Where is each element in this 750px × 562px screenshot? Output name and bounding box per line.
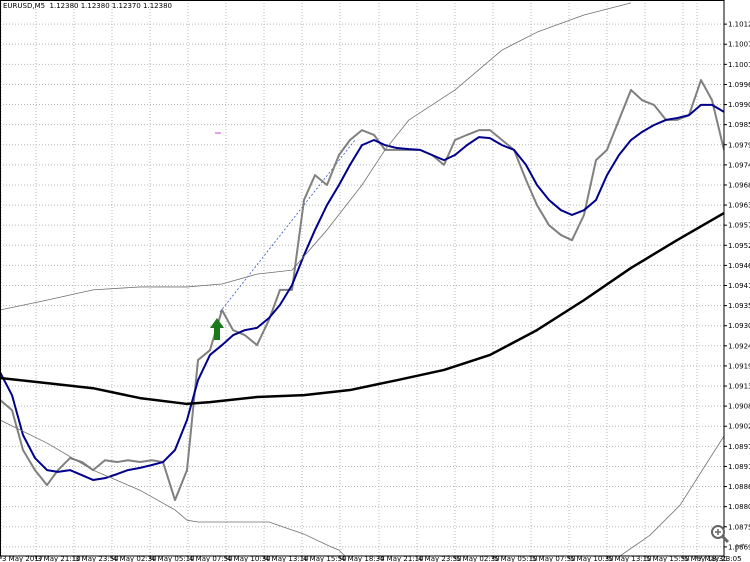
x-tick-label: 5 May 10:30 [570, 555, 614, 562]
x-tick-label: 5 May 05:10 [494, 555, 538, 562]
plot-border [0, 0, 725, 557]
y-tick-label: 1.08695 [728, 543, 750, 551]
y-tick-label: 1.08805 [728, 503, 750, 511]
x-tick-label: 3 May 2017 [2, 555, 43, 562]
zoom-icon [711, 525, 745, 552]
x-tick-label: 5 May 15:50 [646, 555, 690, 562]
x-tick-label: 4 May 02:30 [113, 555, 157, 562]
y-tick-label: 1.10070 [728, 41, 750, 49]
y-tick-label: 1.09740 [728, 161, 750, 169]
x-tick-label: 4 May 21:10 [380, 555, 424, 562]
x-tick-label: 4 May 18:30 [341, 555, 385, 562]
y-tick-label: 1.09025 [728, 423, 750, 431]
x-tick-label: 3 May 23:50 [75, 555, 119, 562]
y-tick-label: 1.08970 [728, 443, 750, 451]
y-tick-label: 1.09575 [728, 222, 750, 230]
y-tick-label: 1.09465 [728, 262, 750, 270]
x-tick-label: 5 May 18:30 [684, 555, 728, 562]
y-tick-label: 1.09685 [728, 181, 750, 189]
y-tick-label: 1.08860 [728, 483, 750, 491]
x-tick-label: 4 May 05:10 [151, 555, 195, 562]
series-line [0, 79, 724, 502]
y-tick-label: 1.09190 [728, 362, 750, 370]
x-tick-label: 4 May 13:10 [265, 555, 309, 562]
x-tick-label: 5 May 02:30 [456, 555, 500, 562]
x-tick-label: 5 May 07:50 [532, 555, 576, 562]
grid [0, 0, 724, 556]
y-tick-label: 1.10015 [728, 61, 750, 69]
x-tick-label: 7 May 23:05 [698, 555, 742, 562]
y-tick-label: 1.09630 [728, 202, 750, 210]
y-tick-label: 1.09795 [728, 141, 750, 149]
axes: 1.10125 1.10070 1.10015 1.09960 1.09905 1.098… [0, 21, 750, 562]
x-tick-label: 4 May 07:50 [189, 555, 233, 562]
series-line [0, 212, 724, 406]
y-tick-label: 1.09520 [728, 242, 750, 250]
chart-title: EURUSD,M5 1.12380 1.12380 1.12370 1.1238… [3, 2, 172, 10]
y-tick-label: 1.09245 [728, 342, 750, 350]
y-tick-label: 1.08750 [728, 523, 750, 531]
x-tick-label: 4 May 23:50 [418, 555, 462, 562]
trade-line [219, 139, 356, 313]
x-tick-label: 4 May 10:30 [227, 555, 271, 562]
series-line [0, 2, 632, 311]
buy-arrow [210, 318, 224, 340]
x-tick-label: 3 May 21:10 [37, 555, 81, 562]
y-tick-label: 1.08915 [728, 463, 750, 471]
y-tick-label: 1.09355 [728, 302, 750, 310]
y-tick-label: 1.09960 [728, 81, 750, 89]
x-tick-label: 5 May 13:10 [608, 555, 652, 562]
series-line [0, 103, 724, 481]
y-tick-label: 1.09850 [728, 121, 750, 129]
y-tick-label: 1.09905 [728, 101, 750, 109]
series-line [0, 419, 724, 556]
y-tick-label: 1.09135 [728, 383, 750, 391]
y-tick-label: 1.09300 [728, 322, 750, 330]
y-tick-label: 1.10125 [728, 21, 750, 29]
plot [0, 2, 724, 556]
x-tick-label: 4 May 15:50 [303, 555, 347, 562]
y-tick-label: 1.09080 [728, 403, 750, 411]
y-tick-label: 1.09410 [728, 282, 750, 290]
